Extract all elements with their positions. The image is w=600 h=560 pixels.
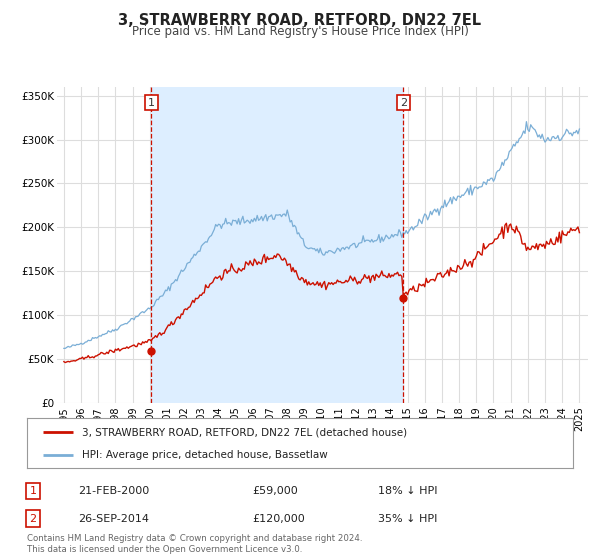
Text: Price paid vs. HM Land Registry's House Price Index (HPI): Price paid vs. HM Land Registry's House …: [131, 25, 469, 38]
Text: 35% ↓ HPI: 35% ↓ HPI: [378, 514, 437, 524]
Text: 26-SEP-2014: 26-SEP-2014: [78, 514, 149, 524]
Text: 2: 2: [400, 97, 407, 108]
Text: 18% ↓ HPI: 18% ↓ HPI: [378, 486, 437, 496]
Text: Contains HM Land Registry data © Crown copyright and database right 2024.: Contains HM Land Registry data © Crown c…: [27, 534, 362, 543]
Text: 21-FEB-2000: 21-FEB-2000: [78, 486, 149, 496]
Text: 3, STRAWBERRY ROAD, RETFORD, DN22 7EL: 3, STRAWBERRY ROAD, RETFORD, DN22 7EL: [118, 13, 482, 27]
Text: 2: 2: [29, 514, 37, 524]
Bar: [151, 87, 403, 403]
Text: 1: 1: [29, 486, 37, 496]
Text: £59,000: £59,000: [252, 486, 298, 496]
Text: This data is licensed under the Open Government Licence v3.0.: This data is licensed under the Open Gov…: [27, 545, 302, 554]
Text: 3, STRAWBERRY ROAD, RETFORD, DN22 7EL (detached house): 3, STRAWBERRY ROAD, RETFORD, DN22 7EL (d…: [82, 427, 407, 437]
Text: £120,000: £120,000: [252, 514, 305, 524]
Text: HPI: Average price, detached house, Bassetlaw: HPI: Average price, detached house, Bass…: [82, 450, 328, 460]
Text: 1: 1: [148, 97, 155, 108]
